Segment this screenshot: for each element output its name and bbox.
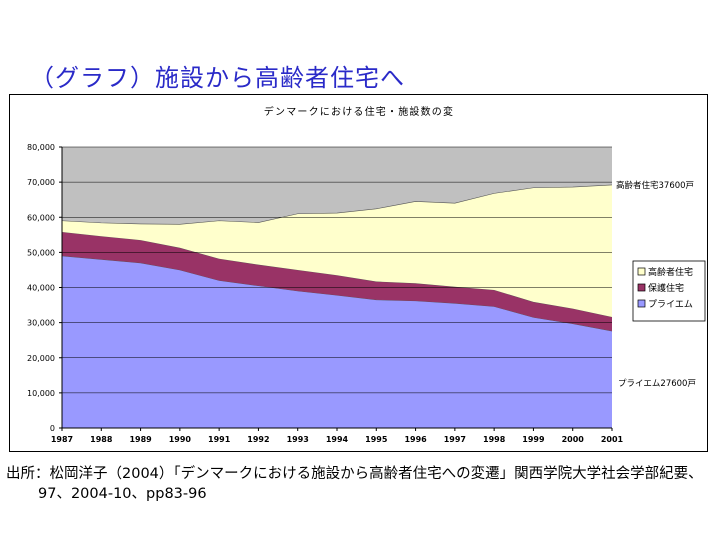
y-tick-label: 30,000 bbox=[27, 319, 55, 328]
area-top-edge-3 bbox=[61, 184, 613, 225]
chart-svg: デンマークにおける住宅・施設数の変 0 10,000 20,000 30,000 40,… bbox=[27, 105, 706, 444]
legend-swatch bbox=[637, 283, 646, 292]
x-tick-label: 1992 bbox=[247, 435, 269, 444]
legend-label: 高齢者住宅 bbox=[648, 266, 693, 278]
x-tick-label: 2001 bbox=[601, 435, 624, 444]
x-tick-label: 2000 bbox=[562, 435, 585, 444]
x-tick-label: 1993 bbox=[287, 435, 309, 444]
area-series-1 bbox=[62, 255, 612, 428]
legend-swatch bbox=[637, 267, 646, 276]
annotation-plejehjem: プライエム27600戸 bbox=[618, 379, 696, 389]
y-tick-label: 10,000 bbox=[27, 389, 55, 398]
tick-labels: 0 10,000 20,000 30,000 40,000 50,000 60,000 70,… bbox=[27, 143, 624, 444]
area-series-3 bbox=[62, 184, 612, 317]
y-tick-label: 20,000 bbox=[27, 354, 55, 363]
y-tick-label: 50,000 bbox=[27, 248, 55, 257]
x-tick-label: 1997 bbox=[444, 435, 466, 444]
chart-frame: デンマークにおける住宅・施設数の変 0 10,000 20,000 30,000 40,… bbox=[9, 94, 708, 452]
source-line-2: 97、2004-10、pp83-96 bbox=[38, 486, 207, 502]
x-tick-label: 1988 bbox=[90, 435, 113, 444]
x-tick-label: 1995 bbox=[365, 435, 388, 444]
annotation-elderly-housing: 高齢者住宅37600戸 bbox=[616, 180, 694, 191]
source-line-1: 出所：松岡洋子（2004）「デンマークにおける施設から高齢者住宅への変遷」関西学… bbox=[6, 466, 703, 482]
slide-title: （グラフ）施設から高齢者住宅へ bbox=[30, 64, 405, 92]
y-tick-label: 80,000 bbox=[27, 143, 55, 152]
x-tick-label: 1991 bbox=[208, 435, 231, 444]
legend-label: 保護住宅 bbox=[648, 282, 684, 294]
x-tick-label: 1990 bbox=[169, 435, 192, 444]
area-series-2 bbox=[62, 232, 612, 332]
legend-label: プライエム bbox=[648, 299, 693, 310]
x-tick-label: 1987 bbox=[51, 435, 73, 444]
chart-title: デンマークにおける住宅・施設数の変 bbox=[264, 105, 454, 118]
y-tick-label: 60,000 bbox=[27, 213, 55, 222]
x-tick-label: 1999 bbox=[522, 435, 545, 444]
y-tick-label: 70,000 bbox=[27, 178, 55, 187]
x-tick-label: 1989 bbox=[129, 435, 152, 444]
area-series bbox=[61, 184, 613, 428]
x-tick-label: 1994 bbox=[326, 435, 349, 444]
x-tick-label: 1996 bbox=[404, 435, 427, 444]
axes bbox=[59, 146, 613, 431]
source-citation: 出所：松岡洋子（2004）「デンマークにおける施設から高齢者住宅への変遷」関西学… bbox=[6, 464, 718, 504]
y-tick-label: 40,000 bbox=[27, 284, 55, 293]
y-tick-label: 0 bbox=[50, 424, 55, 433]
legend-swatch bbox=[637, 299, 646, 308]
x-tick-label: 1998 bbox=[483, 435, 506, 444]
